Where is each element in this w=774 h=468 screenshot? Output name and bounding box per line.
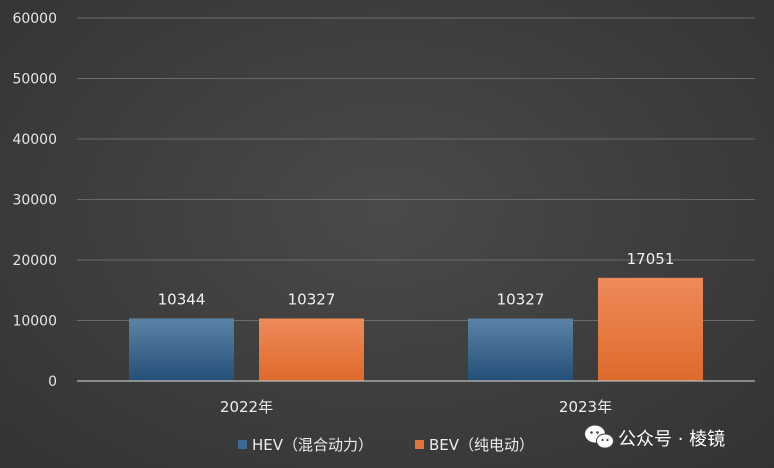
data-label: 10327: [288, 291, 336, 309]
watermark: 公众号 · 棱镜: [585, 425, 725, 450]
x-category-label: 2022年: [220, 398, 273, 416]
y-tick-label: 40000: [12, 132, 57, 148]
gridlines: [77, 17, 755, 321]
data-label: 10327: [497, 291, 545, 309]
y-tick-label: 10000: [12, 314, 57, 330]
legend-swatch: [415, 440, 424, 449]
x-category-label: 2023年: [559, 398, 612, 416]
data-labels: 10344 10327 10327 17051: [158, 250, 675, 309]
y-axis-ticks: 0 10000 20000 30000 40000 50000 60000: [12, 11, 57, 390]
legend-swatch: [238, 440, 247, 449]
x-axis-categories: 2022年 2023年: [220, 398, 612, 416]
bar: [468, 318, 573, 381]
bar: [259, 318, 364, 381]
bar: [129, 318, 234, 381]
bar: [598, 277, 703, 381]
bars: [129, 277, 703, 381]
data-label: 10344: [158, 290, 206, 308]
y-tick-label: 0: [48, 374, 57, 390]
legend-label: BEV（纯电动）: [429, 436, 534, 454]
wechat-icon: [585, 425, 614, 449]
watermark-text: 公众号 · 棱镜: [618, 429, 725, 450]
legend: HEV（混合动力） BEV（纯电动）: [238, 436, 534, 454]
legend-label: HEV（混合动力）: [252, 436, 373, 454]
y-tick-label: 50000: [12, 72, 57, 88]
y-tick-label: 30000: [12, 193, 57, 209]
y-tick-label: 60000: [12, 11, 57, 27]
data-label: 17051: [627, 250, 675, 268]
y-tick-label: 20000: [12, 253, 57, 269]
